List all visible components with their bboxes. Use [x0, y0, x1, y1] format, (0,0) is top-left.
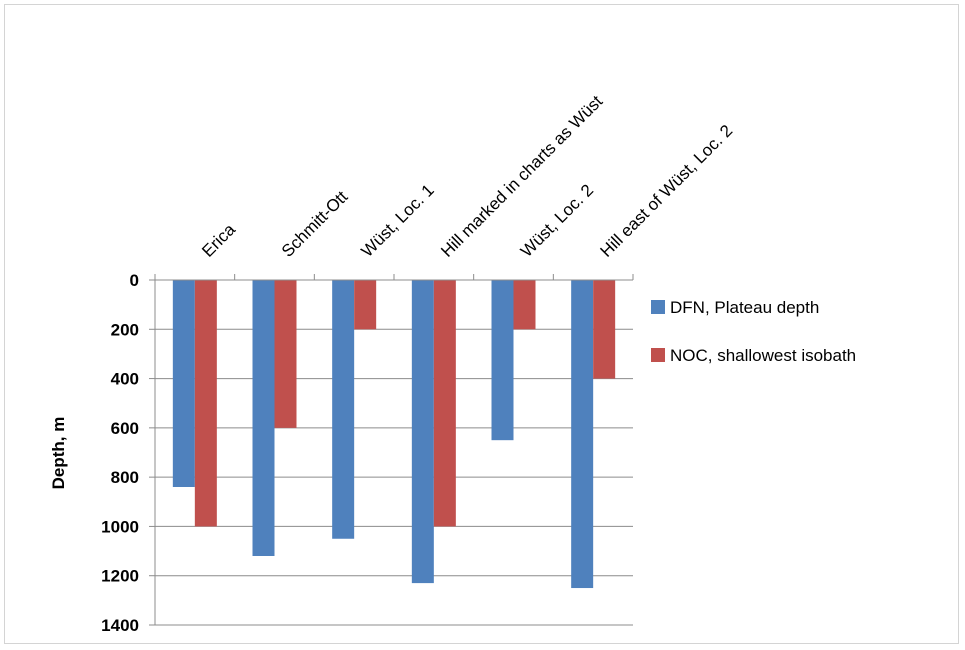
y-tick-label: 600: [111, 419, 139, 438]
y-axis-title: Depth, m: [49, 417, 68, 490]
bar-noc: [513, 280, 536, 330]
bar-dfn: [411, 280, 434, 584]
category-label: Hill marked in charts as Wüst: [437, 92, 606, 261]
y-tick-label: 200: [111, 320, 139, 339]
legend-label: NOC, shallowest isobath: [670, 346, 856, 365]
bar-noc: [194, 280, 217, 527]
legend-swatch: [651, 300, 665, 314]
y-tick-label: 800: [111, 468, 139, 487]
y-tick-label: 1200: [101, 567, 139, 586]
bar-noc: [354, 280, 377, 330]
y-tick-label: 400: [111, 370, 139, 389]
bar-noc: [274, 280, 297, 428]
legend-swatch: [651, 348, 665, 362]
legend: DFN, Plateau depth NOC, shallowest isobat…: [651, 298, 856, 365]
y-tick-label: 0: [130, 271, 139, 290]
bar-noc: [593, 280, 616, 379]
y-tick-label: 1000: [101, 517, 139, 536]
bar-dfn: [252, 280, 275, 556]
bar-dfn: [332, 280, 355, 539]
labels: Depth, m 0 200 400 600 800 1000 1200 1400 Erica S…: [49, 92, 736, 635]
legend-label: DFN, Plateau depth: [670, 298, 819, 317]
y-tick-label: 1400: [101, 616, 139, 635]
category-label: Schmitt-Ott: [278, 187, 352, 261]
bar-dfn: [491, 280, 514, 441]
category-label: Wüst, Loc. 2: [517, 181, 597, 261]
bars: [172, 280, 616, 589]
category-label: Hill east of Wüst, Loc. 2: [597, 121, 737, 261]
bar-noc: [433, 280, 456, 527]
category-label: Wüst, Loc. 1: [358, 181, 438, 261]
chart-frame: [4, 4, 959, 644]
category-label: Erica: [198, 220, 239, 261]
bar-dfn: [571, 280, 594, 589]
axes: [149, 274, 634, 626]
bar-dfn: [172, 280, 195, 487]
gridlines: [155, 328, 633, 626]
